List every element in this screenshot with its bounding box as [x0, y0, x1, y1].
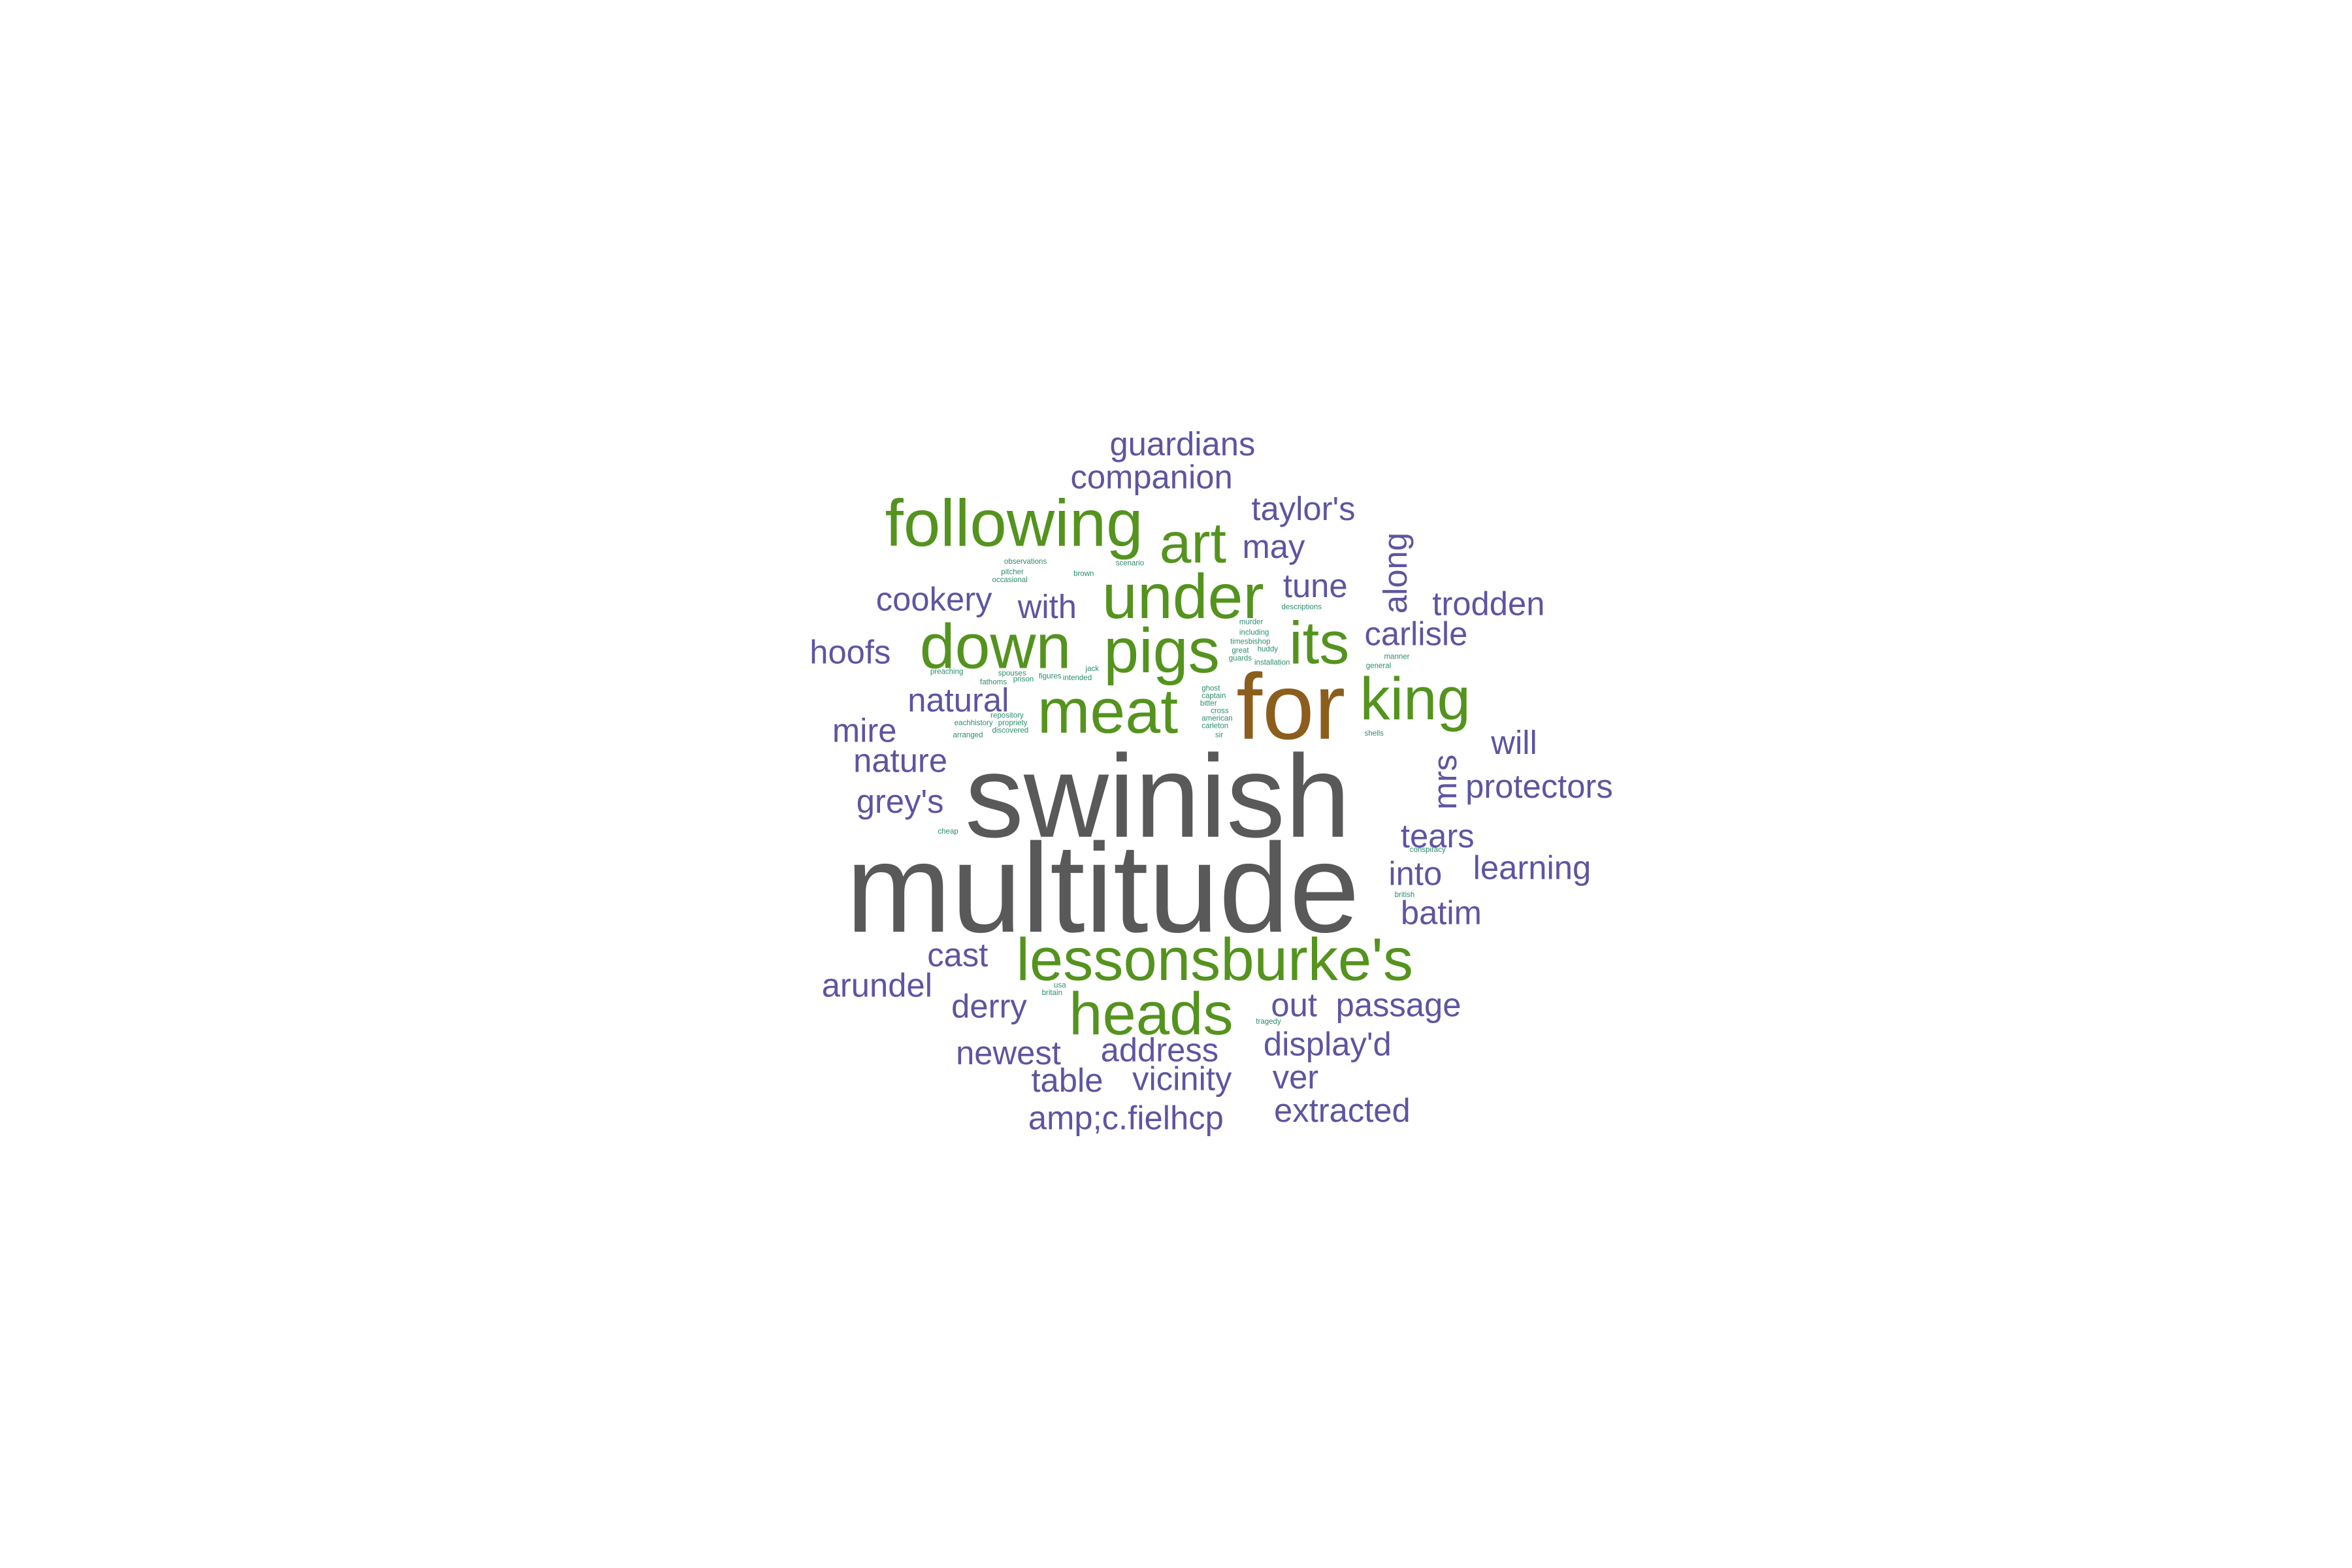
cloud-word: shells [1364, 730, 1384, 738]
cloud-word: swinish [965, 731, 1350, 862]
cloud-word: observations [1004, 558, 1047, 566]
cloud-word: intended [1063, 674, 1092, 682]
cloud-word: occasional [992, 576, 1027, 584]
cloud-word: spouses [998, 670, 1026, 678]
cloud-word: heads [1069, 979, 1233, 1047]
cloud-word: propriety [998, 719, 1028, 727]
cloud-word: guards [1229, 655, 1252, 662]
cloud-word: hoofs [809, 633, 890, 670]
cloud-word: protectors [1465, 768, 1613, 805]
cloud-word: natural [907, 681, 1009, 719]
cloud-word: tragedy [1256, 1018, 1281, 1026]
cloud-word: mrs [1426, 755, 1463, 810]
cloud-word: murder [1239, 618, 1264, 626]
cloud-word: brown [1073, 570, 1094, 578]
cloud-word: pigs [1103, 615, 1220, 686]
cloud-word: carleton [1201, 723, 1228, 730]
cloud-word: table [1031, 1062, 1103, 1099]
cloud-word: mire [832, 711, 897, 749]
cloud-word: derry [951, 988, 1027, 1025]
cloud-word: descriptions [1282, 603, 1322, 611]
cloud-word: address [1101, 1032, 1219, 1069]
cloud-word: conspiracy [1410, 846, 1446, 854]
cloud-word: preaching [930, 668, 964, 676]
cloud-word: under [1102, 561, 1264, 632]
cloud-word: art [1160, 511, 1226, 575]
cloud-word: installation [1254, 659, 1290, 667]
cloud-word: prison [1013, 676, 1034, 683]
cloud-word: american [1201, 715, 1232, 723]
cloud-word: general [1366, 662, 1391, 670]
cloud-word: along [1377, 532, 1414, 613]
cloud-word: arundel [822, 966, 932, 1004]
cloud-word: carlisle [1364, 615, 1467, 653]
cloud-word: newest [956, 1034, 1061, 1071]
cloud-word: jack [1085, 665, 1100, 673]
cloud-word: including [1239, 629, 1269, 637]
cloud-word: figures [1039, 672, 1062, 680]
cloud-word: meat [1037, 676, 1179, 747]
cloud-word: may [1243, 528, 1305, 565]
cloud-word: timesbishop [1230, 638, 1270, 645]
cloud-word: trodden [1432, 585, 1544, 623]
cloud-word: cast [927, 936, 988, 973]
cloud-word: for [1236, 655, 1345, 759]
cloud-word: batim [1401, 894, 1482, 932]
cloud-word: eachhistory [955, 719, 993, 727]
cloud-word: multitude [846, 818, 1360, 959]
cloud-word: down [920, 610, 1071, 681]
cloud-word: tune [1283, 567, 1348, 604]
cloud-word: passage [1336, 986, 1462, 1023]
cloud-word: sir [1215, 731, 1223, 739]
cloud-word: into [1388, 855, 1442, 892]
cloud-word: lessonsburke's [1016, 925, 1413, 993]
cloud-word: cross [1211, 708, 1229, 715]
cloud-word: learning [1473, 849, 1592, 886]
cloud-word: manner [1384, 653, 1409, 661]
cloud-word: vicinity [1132, 1060, 1232, 1097]
cloud-word: will [1490, 724, 1537, 761]
cloud-word: grey's [857, 783, 944, 820]
cloud-word: fathoms [980, 679, 1007, 687]
cloud-word: display'd [1264, 1025, 1392, 1062]
cloud-word: following [885, 485, 1143, 560]
cloud-word: nature [853, 742, 947, 779]
cloud-word: amp;c.fielhcp [1028, 1099, 1224, 1136]
cloud-word: with [1017, 588, 1077, 625]
cloud-word: british [1395, 891, 1415, 899]
cloud-word: bitter [1200, 700, 1217, 708]
cloud-word: scenario [1116, 559, 1145, 567]
cloud-word: companion [1070, 459, 1232, 496]
cloud-word: usa [1054, 982, 1066, 990]
cloud-word: repository [990, 711, 1024, 719]
cloud-word: guardians [1109, 425, 1255, 463]
cloud-word: ver [1273, 1058, 1319, 1096]
cloud-word: captain [1201, 692, 1226, 700]
cloud-word: pitcher [1001, 568, 1024, 576]
cloud-word: king [1360, 664, 1471, 732]
cloud-word: tears [1401, 817, 1475, 855]
cloud-word: out [1271, 986, 1317, 1023]
cloud-word: ghost [1201, 685, 1220, 693]
cloud-word: taylor's [1251, 490, 1355, 527]
cloud-word: huddy [1258, 645, 1279, 653]
cloud-word: great [1232, 647, 1249, 655]
cloud-word: discovered [992, 727, 1028, 735]
cloud-word: arranged [953, 731, 983, 739]
cloud-word: extracted [1274, 1092, 1411, 1129]
cloud-word: its [1289, 608, 1349, 676]
cloud-word: cookery [876, 581, 992, 618]
cloud-word: cheap [938, 828, 958, 836]
cloud-word: britain [1042, 989, 1062, 997]
